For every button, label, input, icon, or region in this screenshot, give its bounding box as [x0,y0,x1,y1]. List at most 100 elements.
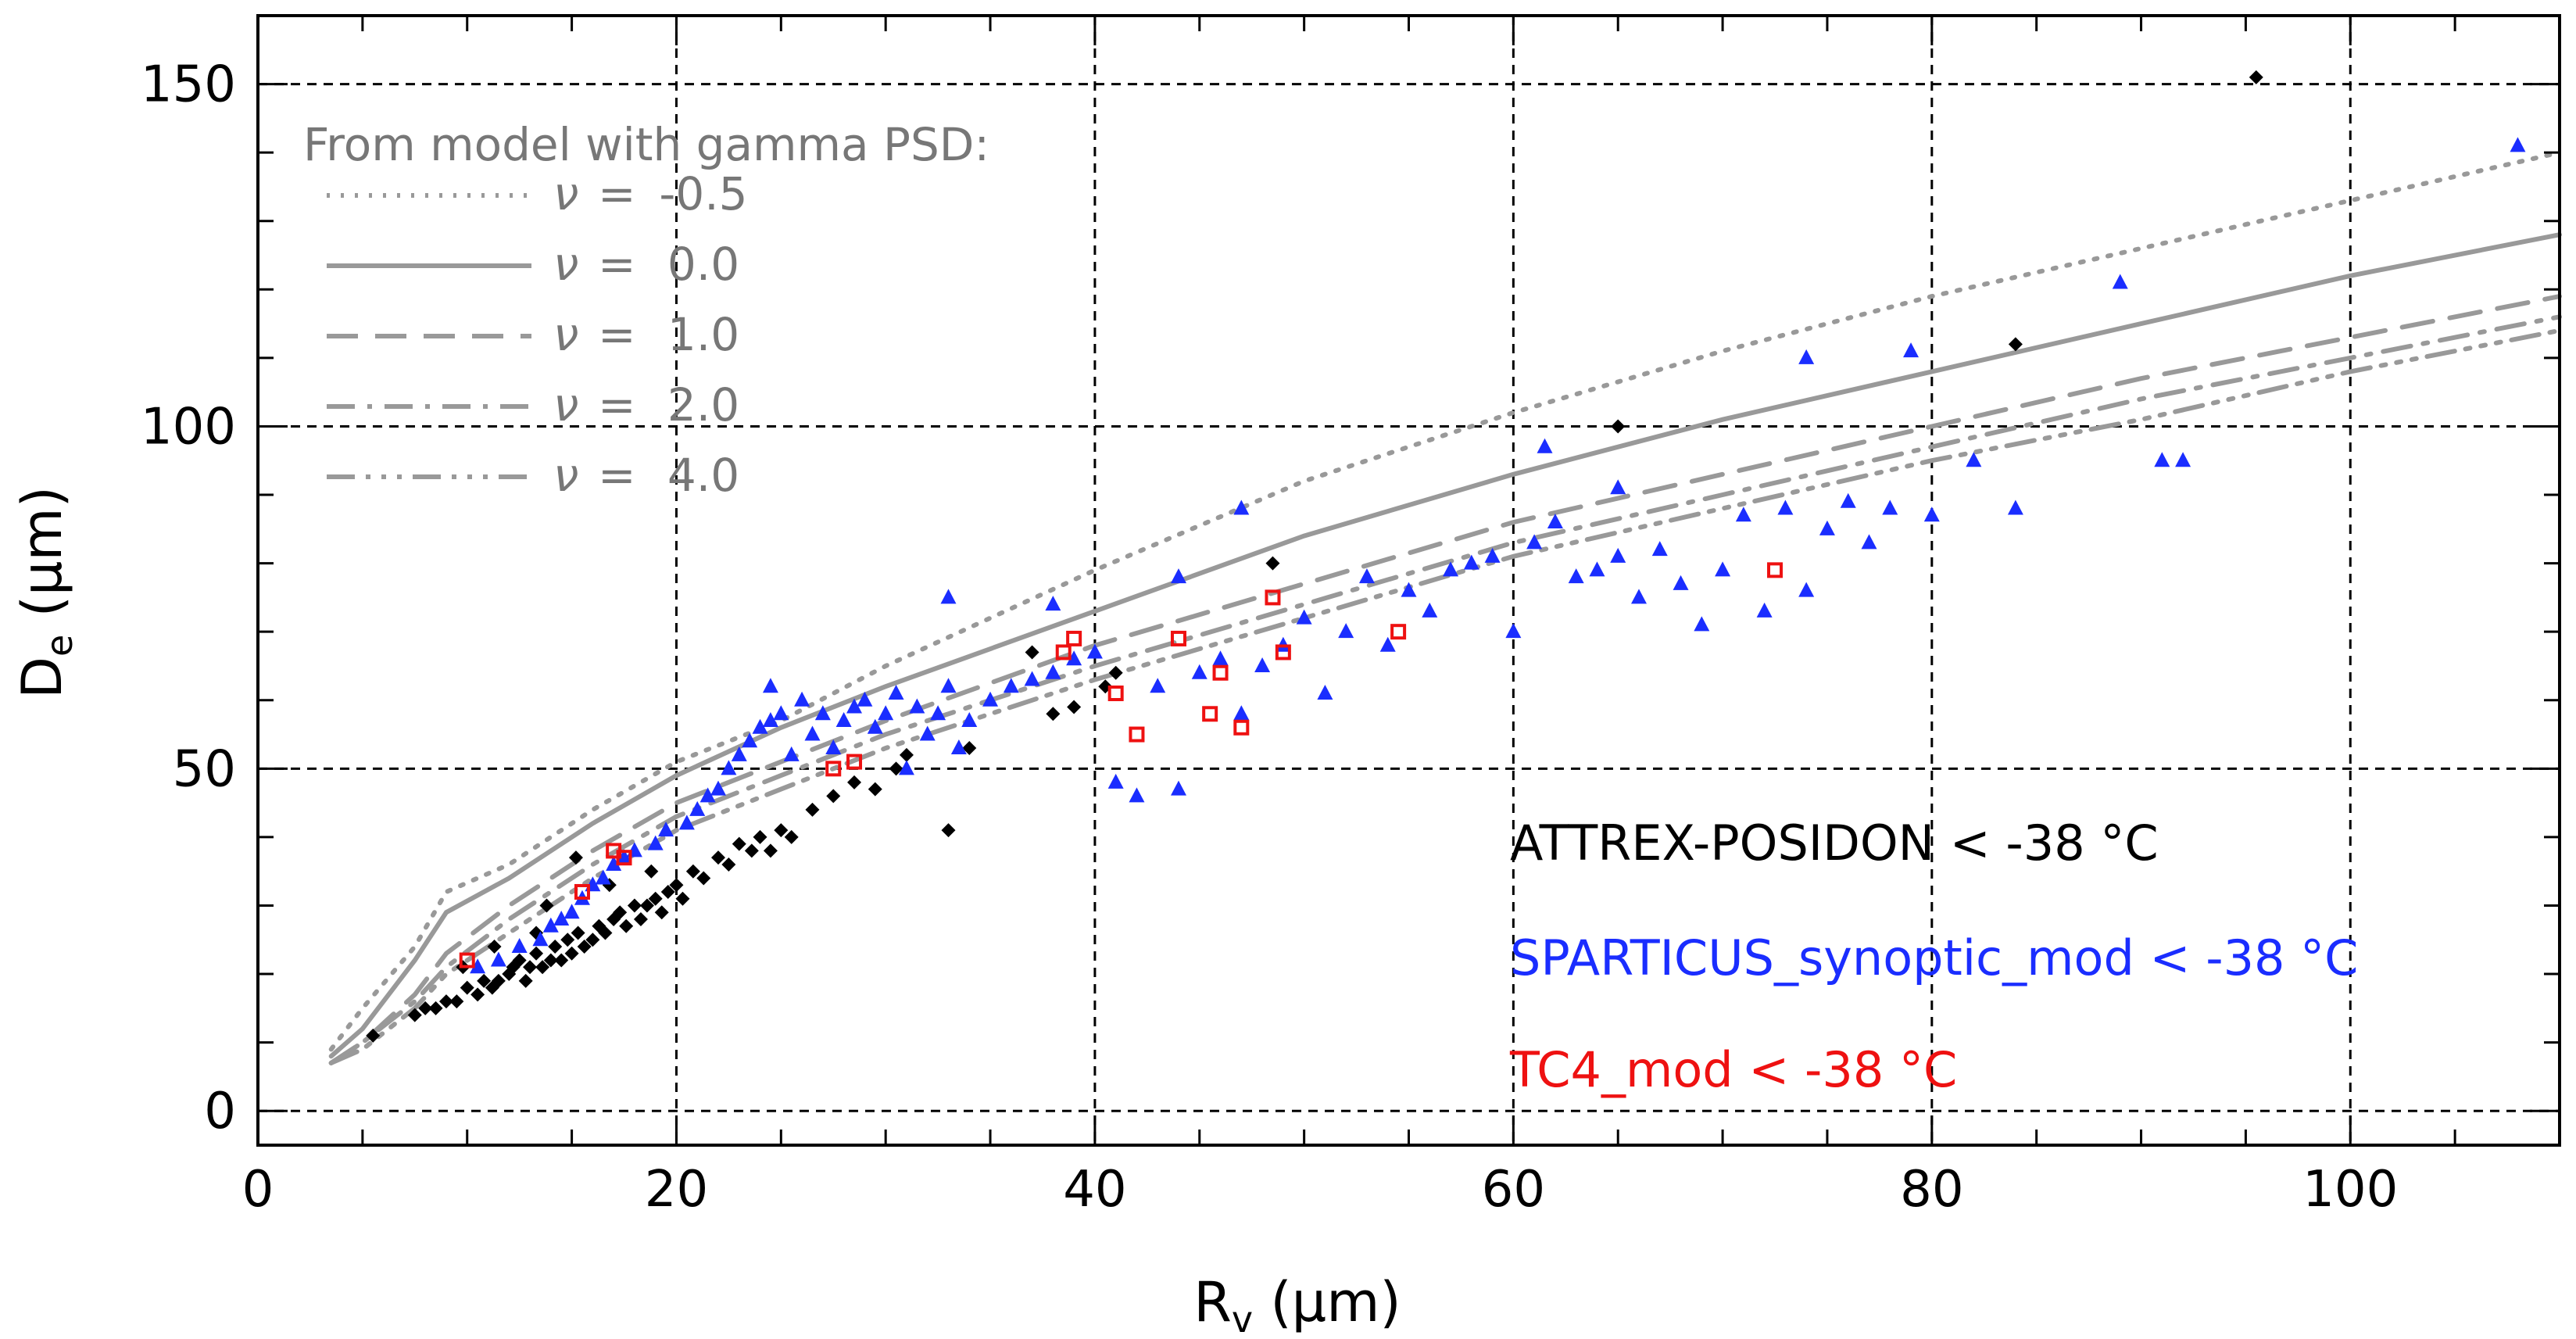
attrex-point [543,953,558,968]
sparticus-point [553,911,570,925]
sparticus-point [542,917,559,933]
sparticus-point [1777,499,1794,515]
attrex-point [366,1028,381,1043]
series-label: SPARTICUS_synoptic_mod < -38 °C [1510,929,2358,986]
sparticus-point [1254,657,1271,672]
sparticus-point [2112,274,2128,289]
sparticus-point [1484,547,1501,563]
attrex-point [721,857,736,872]
attrex-point [711,850,725,865]
attrex-point [477,973,492,988]
sparticus-point [762,712,778,728]
legend-entry-label: ν = -0.5 [553,167,748,220]
attrex-point [619,918,634,933]
attrex-point [805,802,820,817]
sparticus-point [1107,773,1124,789]
attrex-point [518,973,533,988]
attrex-point [669,878,684,893]
sparticus-point [1024,671,1040,686]
tc4-point [1129,726,1145,743]
attrex-point [548,940,563,954]
sparticus-point [1568,568,1584,584]
sparticus-point [909,698,925,714]
model-curve [328,232,2562,1059]
sparticus-point [1129,787,1145,803]
attrex-point [732,836,746,851]
attrex-point [627,898,642,913]
sparticus-point [658,822,674,837]
attrex-point [889,761,903,776]
sparticus-point [1191,664,1208,679]
sparticus-point [1045,664,1061,679]
attrex-point [529,946,544,961]
attrex-point [847,775,862,789]
attrex-point [568,850,583,865]
grid-lines [258,16,2560,1145]
attrex-point [1611,419,1626,434]
sparticus-point [721,760,737,775]
model-curves [328,150,2562,1065]
sparticus-point [835,712,852,728]
x-tick-label: 60 [1482,1161,1545,1219]
sparticus-point [1171,568,1186,584]
sparticus-point [930,705,946,721]
sparticus-point [773,705,789,721]
sparticus-point [1840,492,1856,508]
attrex-point [753,829,767,844]
sparticus-point [490,951,506,967]
attrex-point [449,994,464,1009]
sparticus-point [794,691,810,707]
sparticus-point [1150,678,1166,693]
model-curve [328,328,2562,1065]
attrex-point [535,960,550,975]
model-curve [328,150,2562,1052]
tc4-point [574,883,590,900]
sparticus-point [1966,452,1982,467]
sparticus-point [1547,514,1563,529]
sparticus-point [783,746,800,761]
x-tick-label: 80 [1900,1161,1963,1219]
legend-entry-label: ν = 4.0 [553,449,739,502]
attrex-point [1067,700,1082,714]
sparticus-point [1066,650,1082,666]
sparticus-point [564,904,580,919]
sparticus-point [1694,616,1710,632]
tc4-point [1767,562,1784,578]
sparticus-point [710,780,726,796]
attrex-point [639,898,654,913]
attrex-point [2249,70,2263,84]
attrex-point [460,980,474,995]
sparticus-point [1735,507,1751,522]
tc4-point [1275,644,1291,661]
attrex-point [585,933,600,947]
sparticus-point [1379,636,1396,652]
tc4-point [1107,686,1124,701]
sparticus-point [2175,452,2191,467]
sparticus-point [742,732,758,748]
sparticus-point [1903,342,1919,358]
y-tick-label: 0 [204,1083,236,1140]
attrex-point [1025,645,1039,660]
sparticus-point [950,739,967,755]
attrex-point [613,905,628,920]
sparticus-point [1003,678,1019,693]
sparticus-point [878,705,894,721]
attrex-point [868,782,882,797]
attrex-point [598,925,613,940]
sparticus-point [1422,602,1438,618]
model-curve [328,314,2562,1065]
attrex-point [941,823,956,838]
sparticus-point [1233,499,1250,515]
sparticus-point [2007,499,2023,515]
tc4-point [1212,664,1229,681]
attrex-point [644,864,659,879]
data-points [366,70,2526,1043]
sparticus-point [1610,479,1626,495]
x-tick-label: 40 [1063,1161,1126,1219]
sparticus-point [1631,589,1647,604]
attrex-point [784,829,799,844]
sparticus-point [1673,575,1689,590]
attrex-point [696,871,711,886]
attrex-point [407,1008,422,1022]
